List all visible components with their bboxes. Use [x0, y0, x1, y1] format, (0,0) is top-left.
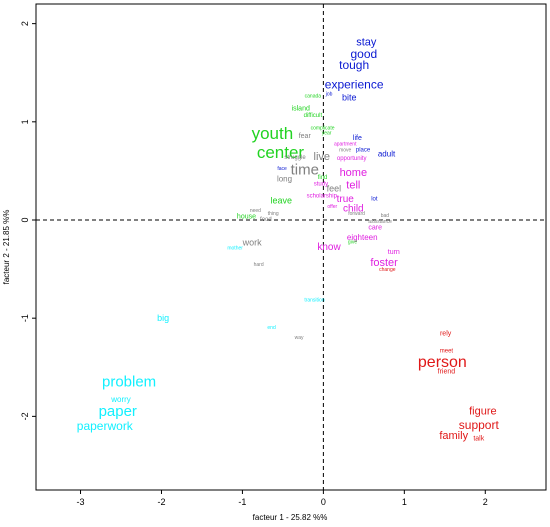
word-true: true: [337, 194, 355, 205]
word-food: food: [260, 217, 272, 223]
word-time: time: [291, 161, 319, 178]
word-canada: canada: [305, 93, 322, 99]
reference-lines: [36, 4, 546, 490]
word-life: life: [353, 135, 362, 142]
x-tick-label: 2: [483, 497, 488, 507]
word-offer: offer: [327, 204, 337, 210]
word-stay: stay: [356, 36, 377, 48]
word-lot: lot: [371, 196, 378, 202]
word-give: give: [348, 240, 357, 246]
word-hard: hard: [254, 262, 264, 268]
word-youth: youth: [252, 124, 294, 143]
word-work: work: [242, 238, 263, 248]
word-house: house: [237, 214, 256, 221]
word-meet: meet: [440, 349, 454, 355]
word-find: find: [318, 175, 328, 181]
y-tick-label: 2: [20, 21, 30, 26]
y-tick-label: -2: [20, 412, 30, 420]
word-transition: transition: [304, 298, 325, 304]
word-paper: paper: [99, 403, 137, 420]
word-assistance: assistance: [368, 219, 392, 225]
word-tell: tell: [346, 180, 360, 192]
word-move: move: [339, 147, 351, 153]
word-opportunity: opportunity: [337, 156, 367, 162]
word-family: family: [439, 430, 468, 442]
word-struggle: struggle: [284, 155, 306, 161]
word-tough: tough: [339, 58, 369, 72]
y-axis-label: facteur 2 - 21.85 %%: [2, 210, 11, 285]
x-axis: -3 -2 -1 0 1 2: [77, 490, 488, 507]
word-care: care: [368, 224, 382, 231]
word-need: need: [250, 208, 261, 214]
word-problem: problem: [102, 374, 156, 391]
word-fear: fear: [299, 133, 312, 140]
word-place: place: [356, 147, 371, 153]
word-know: know: [317, 242, 341, 253]
word-adult: adult: [378, 150, 396, 159]
word-experience: experience: [325, 78, 384, 92]
word-mother: mother: [227, 245, 243, 251]
word-bite: bite: [342, 92, 357, 102]
word-center: center: [257, 143, 305, 162]
word-foster: foster: [370, 257, 398, 269]
word-complicate: complicate: [311, 126, 335, 132]
word-study: study: [314, 182, 328, 188]
x-tick-label: -1: [238, 497, 246, 507]
word-home: home: [340, 167, 368, 179]
x-tick-label: 0: [321, 497, 326, 507]
word-rely: rely: [440, 330, 452, 337]
word-face: face: [277, 166, 287, 172]
y-tick-label: 1: [20, 119, 30, 124]
word-job: job: [325, 91, 333, 97]
word-forward: forward: [348, 211, 365, 217]
word-scholarship: scholarship: [307, 193, 338, 199]
y-axis: -2 -1 0 1 2: [20, 21, 36, 420]
word-figure: figure: [469, 405, 497, 417]
y-tick-label: -1: [20, 314, 30, 322]
word-talk: talk: [473, 435, 484, 442]
word-leave: leave: [271, 195, 293, 205]
plot-frame: [35, 3, 547, 491]
word-thing: thing: [268, 211, 279, 217]
word-difficult: difficult: [304, 113, 323, 119]
x-tick-label: -2: [157, 497, 165, 507]
word-friend: friend: [438, 369, 456, 376]
x-tick-label: -3: [77, 497, 85, 507]
word-support: support: [459, 418, 500, 432]
word-turn: turn: [388, 249, 400, 256]
word-person: person: [418, 354, 467, 371]
word-bad: bad: [381, 213, 390, 219]
word-big: big: [157, 313, 169, 323]
word-good: good: [351, 47, 378, 61]
word-change: change: [379, 267, 396, 273]
word-live: live: [314, 151, 331, 163]
word-worry: worry: [110, 395, 131, 404]
word-way: way: [295, 335, 304, 341]
word-eighteen: eighteen: [347, 233, 378, 242]
word-apartment: apartment: [334, 141, 357, 147]
word-child: child: [343, 204, 364, 215]
x-tick-label: 1: [402, 497, 407, 507]
word-long: long: [277, 174, 292, 183]
word-end: end: [267, 325, 276, 331]
x-axis-label: facteur 1 - 25.82 %%: [253, 513, 328, 522]
y-tick-label: 0: [20, 217, 30, 222]
word-island: island: [292, 106, 310, 113]
word-feel: feel: [327, 184, 342, 194]
word-paperwork: paperwork: [77, 419, 134, 433]
word-year: year: [322, 131, 332, 137]
